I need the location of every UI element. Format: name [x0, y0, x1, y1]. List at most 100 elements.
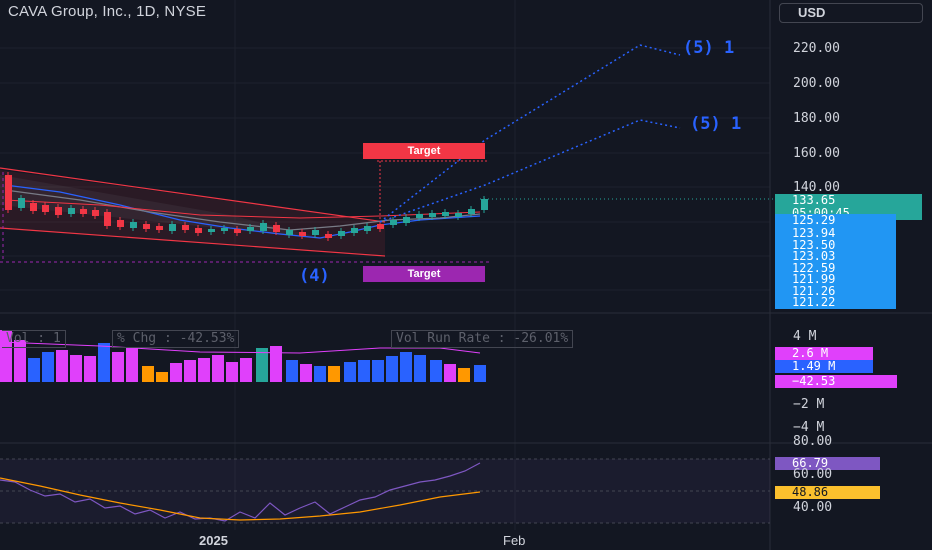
- candle-body: [92, 210, 99, 216]
- price-axis-label: 140.00: [793, 180, 840, 195]
- ma-badge: 123.03: [775, 250, 896, 263]
- candle-body: [5, 175, 12, 210]
- candle-body: [221, 228, 228, 231]
- volume-bar: [286, 360, 298, 382]
- volume-bar: [226, 362, 238, 382]
- candle-body: [468, 209, 475, 214]
- volume-bar: [256, 348, 268, 382]
- volume-bar: [300, 364, 312, 382]
- volume-bar: [28, 358, 40, 382]
- volume-bar: [70, 355, 82, 382]
- volume-bar: [344, 362, 356, 382]
- volume-bars: [0, 330, 486, 382]
- volume-bar: [444, 364, 456, 382]
- volume-bar: [0, 330, 12, 382]
- grid: [0, 0, 770, 530]
- volume-bar: [112, 352, 124, 382]
- candlesticks: [5, 172, 488, 241]
- volume-bar: [328, 366, 340, 382]
- candle-body: [416, 214, 423, 218]
- candle-body: [234, 229, 241, 233]
- ma-badge: 121.22: [775, 296, 896, 309]
- candle-body: [247, 227, 254, 231]
- candle-body: [30, 203, 37, 211]
- volume-legend-vol: Vol : 1: [2, 330, 66, 348]
- target-label-lower[interactable]: Target: [363, 266, 485, 282]
- rsi-line: [0, 462, 481, 522]
- volume-bar: [358, 360, 370, 382]
- volume-bar: [474, 365, 486, 382]
- volume-bar: [240, 358, 252, 382]
- volume-bar: [156, 372, 168, 382]
- ma-badge: 123.94: [775, 227, 896, 240]
- volume-axis-label: −4 M: [793, 420, 825, 435]
- currency-button[interactable]: USD: [779, 3, 923, 23]
- volume-bar: [270, 346, 282, 382]
- candle-body: [338, 231, 345, 236]
- price-axis-label: 180.00: [793, 111, 840, 126]
- candle-body: [42, 205, 49, 212]
- candle-body: [143, 224, 150, 229]
- current-price-badge: 133.65: [775, 194, 922, 207]
- candle-body: [195, 228, 202, 233]
- time-axis-label: Feb: [503, 533, 526, 548]
- volume-axis-label: −2 M: [793, 397, 825, 412]
- candle-body: [364, 226, 371, 231]
- rsi-axis-label: 60.00: [793, 467, 833, 482]
- candle-body: [377, 224, 384, 229]
- candle-body: [169, 224, 176, 231]
- projection-lower: [379, 119, 681, 223]
- candle-body: [442, 212, 449, 216]
- ma-badge: 123.50: [775, 239, 896, 252]
- volume-bar: [414, 355, 426, 382]
- volume-bar: [84, 356, 96, 382]
- volume-bar: [56, 350, 68, 382]
- ma-badge: 122.59: [775, 262, 896, 275]
- candle-body: [117, 220, 124, 227]
- candle-body: [80, 209, 87, 214]
- candle-body: [325, 234, 332, 238]
- volume-bar: [314, 366, 326, 382]
- price-axis-label: 160.00: [793, 146, 840, 161]
- candle-body: [312, 230, 319, 235]
- volume-bar: [458, 368, 470, 382]
- ma-badge: 125.29: [775, 214, 896, 227]
- wave-label-4[interactable]: (4): [299, 266, 330, 286]
- volume-legend-rate: Vol Run Rate : -26.01%: [391, 330, 574, 348]
- volume-bar: [42, 352, 54, 382]
- candle-body: [104, 212, 111, 226]
- volume-axis-label: 4 M: [793, 329, 817, 344]
- target-label-upper[interactable]: Target: [363, 143, 485, 159]
- candle-body: [18, 198, 25, 208]
- rsi-axis-label: 40.00: [793, 500, 833, 515]
- volume-bar: [126, 348, 138, 382]
- candle-body: [351, 228, 358, 233]
- candle-body: [390, 220, 397, 225]
- volume-bar: [372, 360, 384, 382]
- time-axis-label: 2025: [199, 533, 228, 548]
- volume-bar: [170, 363, 182, 382]
- volume-badge-c: −42.53: [775, 375, 897, 388]
- price-axis-label: 220.00: [793, 41, 840, 56]
- wave-label-5a[interactable]: (5) 1: [683, 38, 735, 58]
- price-axis-label: 200.00: [793, 76, 840, 91]
- candle-body: [182, 225, 189, 230]
- volume-bar: [430, 360, 442, 382]
- rsi-value-badge: 66.79: [775, 457, 880, 470]
- ma-badge: 121.99: [775, 273, 896, 286]
- candle-body: [156, 226, 163, 230]
- chart-title: CAVA Group, Inc., 1D, NYSE: [8, 3, 207, 20]
- candle-body: [208, 229, 215, 232]
- volume-bar: [142, 366, 154, 382]
- wave-label-5b[interactable]: (5) 1: [690, 114, 742, 134]
- volume-bar: [386, 356, 398, 382]
- rsi-ma-line: [0, 477, 481, 521]
- volume-bar: [184, 360, 196, 382]
- projection-upper: [379, 44, 681, 223]
- volume-bar: [198, 358, 210, 382]
- rsi-ma-badge: 48.86: [775, 486, 880, 499]
- ma-badge: 121.26: [775, 285, 896, 298]
- rsi-axis-label: 80.00: [793, 434, 833, 449]
- volume-legend-chg: % Chg : -42.53%: [112, 330, 240, 348]
